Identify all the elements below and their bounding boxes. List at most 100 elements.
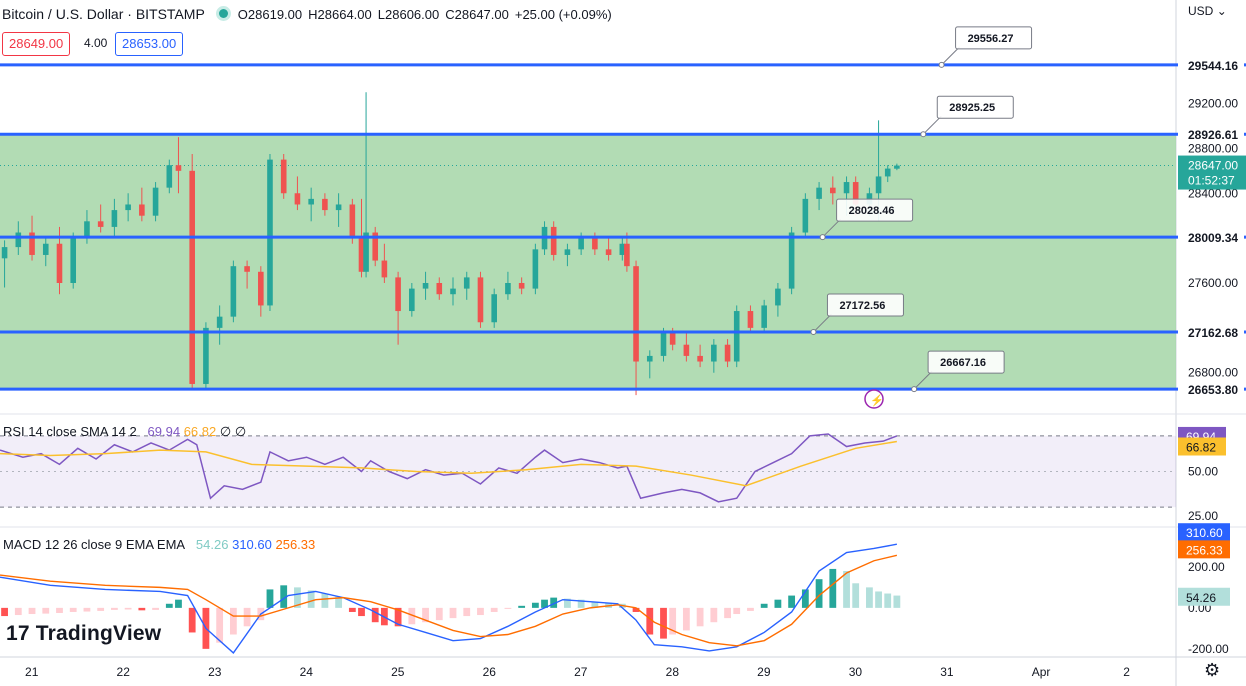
macd-signal-line	[0, 554, 898, 647]
macd-histogram-bar	[477, 607, 484, 616]
level-price-label: 28926.61	[1188, 128, 1238, 142]
macd-histogram-bar	[422, 607, 429, 623]
macd-histogram-bar	[124, 607, 132, 610]
candle-body	[189, 170, 195, 384]
candle-body	[15, 232, 22, 248]
candle-body	[843, 182, 850, 194]
macd-histogram-bar	[829, 568, 837, 608]
macd-histogram-bar	[83, 607, 91, 612]
high-label: H	[308, 7, 318, 22]
currency-dropdown[interactable]: USD ⌄	[1188, 4, 1227, 18]
callout-box	[936, 95, 1014, 119]
macd-tick-label: -200.00	[1188, 642, 1229, 656]
macd-histogram-bar	[724, 607, 731, 619]
candle-body	[111, 210, 118, 227]
candle-body	[244, 266, 250, 272]
macd-histogram-bar	[564, 598, 571, 608]
candle-body	[450, 288, 456, 295]
macd-histogram-bar	[152, 607, 159, 610]
candle-body	[308, 198, 314, 205]
macd-histogram-bar	[696, 607, 704, 627]
macd-histogram-bar	[852, 583, 860, 608]
macd-value-tag-label: 256.33	[1186, 543, 1223, 557]
candle-body	[711, 344, 717, 362]
current-price-label: 28647.00	[1188, 159, 1238, 173]
macd-histogram-bar	[408, 607, 416, 625]
callout-label: 28028.46	[849, 205, 895, 217]
macd-histogram-bar	[669, 607, 677, 635]
macd-legend[interactable]: MACD 12 26 close 9 EMA EMA 54.26 310.60 …	[3, 537, 315, 552]
candle-body	[216, 316, 223, 328]
macd-histogram-bar	[371, 607, 379, 623]
candle-body	[788, 232, 795, 289]
candle-body	[633, 266, 639, 362]
callout-leader	[822, 218, 841, 238]
price-tick-label: 28800.00	[1188, 141, 1238, 155]
level-label-bg	[1178, 125, 1244, 144]
candle-body	[84, 221, 90, 239]
gear-icon[interactable]: ⚙	[1204, 660, 1221, 680]
callout-leader	[913, 370, 933, 390]
candle-body	[395, 277, 401, 312]
candle-body	[258, 271, 264, 306]
candle-body	[733, 311, 740, 362]
buy-price-button[interactable]: 28653.00	[115, 32, 184, 56]
callout-box	[927, 350, 1005, 374]
candle-body	[683, 344, 690, 356]
macd-histogram-bar	[175, 599, 182, 608]
macd-histogram-bar	[774, 599, 782, 608]
high-value: 28664.00	[317, 7, 372, 22]
symbol-title[interactable]: Bitcoin / U.S. Dollar · BITSTAMP	[2, 6, 205, 22]
macd-histogram-bar	[307, 590, 315, 608]
candle-body	[578, 238, 584, 250]
candle-body	[505, 283, 511, 295]
time-tick-label: 2	[1123, 665, 1130, 679]
rsi-legend[interactable]: RSI 14 close SMA 14 2 69.94 66.82 ∅ ∅	[3, 424, 246, 440]
tradingview-logo[interactable]: 17 TradingView	[6, 622, 162, 645]
rsi-empty-2: ∅	[234, 424, 247, 439]
candle-body	[97, 221, 104, 227]
callout-label: 26667.16	[940, 357, 986, 369]
price-tick-label: 29200.00	[1188, 97, 1238, 111]
macd-signal-value: 256.33	[275, 537, 316, 552]
macd-histogram-bar	[56, 607, 63, 613]
macd-title: MACD 12 26 close 9 EMA EMA	[3, 537, 186, 552]
macd-histogram-bar	[490, 607, 498, 612]
candle-body	[761, 305, 767, 328]
macd-histogram-bar	[893, 595, 901, 608]
macd-histogram-bar	[188, 607, 196, 633]
currency-label: USD	[1188, 4, 1214, 18]
candle-body	[280, 159, 287, 194]
rsi-line	[0, 433, 898, 503]
macd-histogram-bar	[335, 596, 343, 608]
candle-body	[139, 204, 145, 216]
candle-body	[775, 288, 781, 306]
time-tick-label: 28	[666, 665, 680, 679]
macd-histogram-bar	[577, 599, 585, 608]
candle-body	[624, 243, 630, 267]
candle-body	[56, 243, 63, 283]
time-tick-label: 26	[483, 665, 497, 679]
candle-body	[619, 243, 626, 255]
candle-body	[29, 232, 35, 255]
macd-histogram-bar	[138, 607, 146, 611]
macd-value-tag	[1178, 540, 1230, 559]
callout-label: 27172.56	[839, 300, 885, 312]
candle-body	[724, 344, 731, 362]
candle-body	[875, 176, 882, 194]
macd-value-tag-label: 310.60	[1186, 526, 1223, 540]
macd-histogram-bar	[531, 602, 539, 608]
sell-price-button[interactable]: 28649.00	[2, 32, 71, 56]
callout-box	[836, 198, 914, 222]
macd-histogram-bar	[801, 589, 809, 608]
macd-histogram-bar	[815, 579, 823, 608]
macd-histogram-bar	[449, 607, 457, 619]
candle-body	[381, 260, 388, 278]
callout-leader	[922, 115, 942, 135]
callout-label: 29556.27	[968, 33, 1014, 45]
level-label-bg	[1178, 323, 1244, 342]
time-tick-label: 29	[757, 665, 771, 679]
time-tick-label: 27	[574, 665, 588, 679]
level-price-label: 26653.80	[1188, 383, 1238, 397]
